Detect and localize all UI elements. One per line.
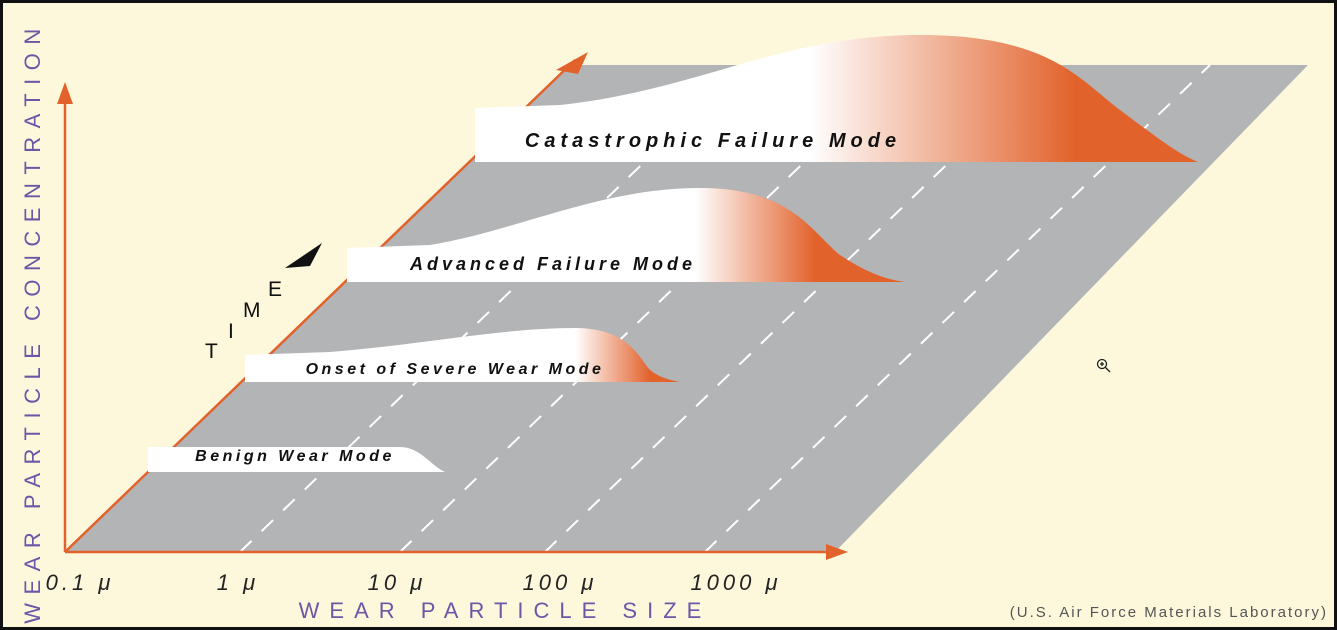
mode-label: Catastrophic Failure Mode xyxy=(525,130,901,152)
x-tick-label: 1 μ xyxy=(217,570,259,595)
x-axis-label: WEAR PARTICLE SIZE xyxy=(299,598,712,623)
x-tick-label: 10 μ xyxy=(368,570,427,595)
mode-label: Benign Wear Mode xyxy=(195,448,395,465)
time-letter: E xyxy=(268,278,282,301)
x-tick-label: 100 μ xyxy=(523,570,598,595)
time-letter: I xyxy=(228,320,234,343)
mode-label: Onset of Severe Wear Mode xyxy=(306,361,605,378)
x-tick-label: 0.1 μ xyxy=(46,570,115,595)
diagram: Catastrophic Failure Mode Advanced Failu… xyxy=(0,0,1337,630)
y-axis-label: WEAR PARTICLE CONCENTRATION xyxy=(20,20,45,624)
time-letter: M xyxy=(243,299,261,322)
credit: (U.S. Air Force Materials Laboratory) xyxy=(1010,604,1328,621)
x-tick-label: 1000 μ xyxy=(690,570,781,595)
time-letter: T xyxy=(205,340,218,363)
mode-label: Advanced Failure Mode xyxy=(409,254,696,274)
